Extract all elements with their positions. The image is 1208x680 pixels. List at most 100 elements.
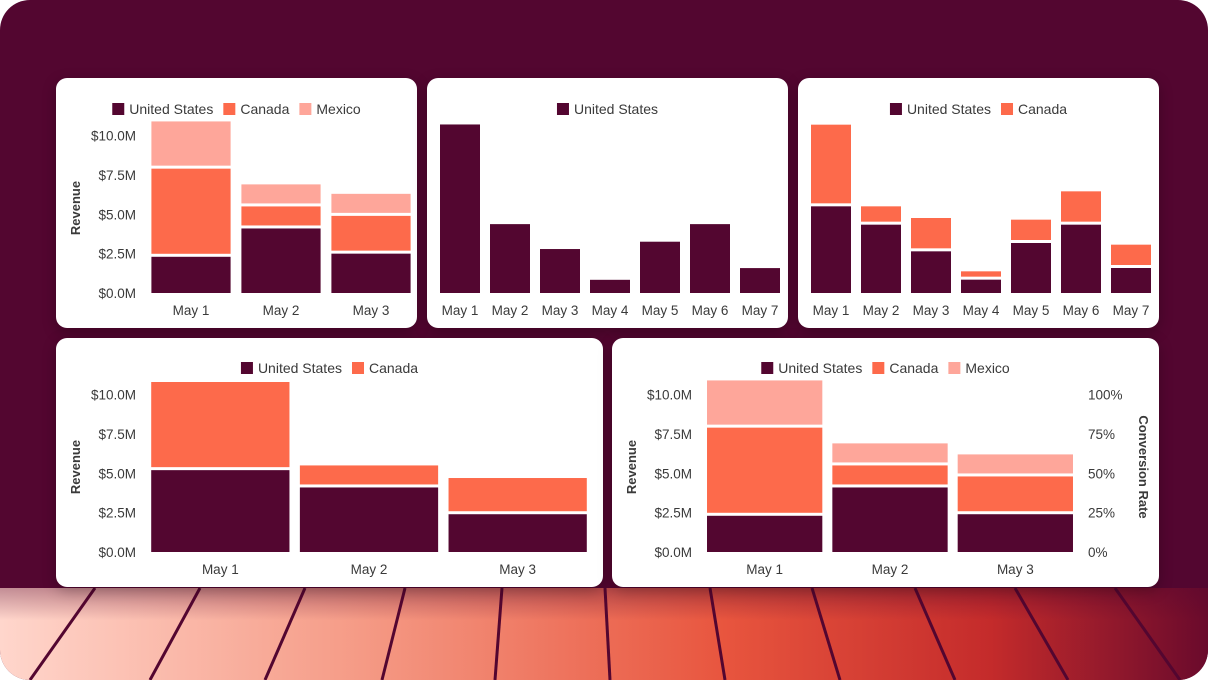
bar-united-states-may-3 [911,251,951,293]
chart-card-2: United States May 1 May 2 May 3 May 4 May 5 Ma… [427,78,788,328]
legend-label-canada: Canada [889,360,938,376]
x-tick-label: May 3 [542,303,579,318]
x-tick-label: May 3 [353,303,390,318]
bar-mexico-may-1 [707,380,823,425]
legend-label-united-states: United States [574,101,658,117]
bar-canada-may-2 [861,206,901,222]
legend-swatch-canada [352,362,365,374]
bar-united-states-may-7 [1111,268,1151,293]
legend-item-united-states: United States [556,101,658,117]
chart-2: United States May 1 May 2 May 3 May 4 May 5 Ma… [440,101,780,318]
bar-united-states-may-4 [961,279,1001,293]
bar-mexico-may-2 [832,443,948,463]
legend: United States Canada Mexico [112,101,361,117]
chart-1: United States Canada Mexico $0.0M $2.5M $5.0M… [68,101,411,318]
y-tick-label: $0.0M [654,545,692,560]
bar-united-states-may-1 [811,206,851,293]
chart-card-1: United States Canada Mexico $0.0M $2.5M $5.0M… [56,78,417,328]
legend-swatch-canada [223,103,236,115]
y-tick-label: $2.5M [98,506,136,521]
y-tick-label: $2.5M [98,247,136,262]
y2-tick-label: 25% [1088,506,1115,521]
y2-tick-label: 50% [1088,466,1115,481]
legend-label-united-states: United States [258,360,342,376]
bar-canada-may-3 [911,218,951,249]
bar-canada-may-1 [151,168,231,254]
x-tick-label: May 1 [202,562,239,577]
legend-swatch-canada [872,362,885,374]
y-tick-label: $7.5M [98,168,136,183]
y-tick-label: $0.0M [98,545,136,560]
bar-united-states-may-2 [832,487,948,552]
bar-united-states-may-2 [299,487,439,552]
x-tick-label: May 6 [1063,303,1100,318]
bar-canada-may-4 [961,271,1001,277]
legend-item-canada: Canada [352,360,418,376]
x-tick-label: May 3 [997,562,1034,577]
x-tick-label: May 1 [173,303,210,318]
bar-united-states-may-1 [151,470,290,552]
y-tick-label: $7.5M [98,427,136,442]
bar-united-states-may-1 [707,515,823,552]
bar-united-states-may-6 [690,224,730,293]
y2-tick-label: 0% [1088,545,1108,560]
legend-item-united-states: United States [889,101,991,117]
chart-5: United States Canada Mexico $0.0M $2.5M $5.0M… [624,360,1151,577]
bar-canada-may-1 [811,124,851,204]
legend-swatch-mexico [299,103,312,115]
chart-card-5: United States Canada Mexico $0.0M $2.5M $5.0M… [612,338,1159,587]
x-tick-label: May 5 [642,303,679,318]
legend: United States Canada Mexico [761,360,1010,376]
bar-united-states-may-3 [448,514,587,552]
bar-united-states-may-3 [540,249,580,293]
legend-swatch-united-states [556,103,569,115]
x-tick-label: May 2 [351,562,388,577]
y-tick-label: $7.5M [654,427,692,442]
bar-canada-may-7 [1111,244,1151,265]
bar-united-states-may-3 [957,514,1073,552]
y2-axis-title: Conversion Rate [1136,415,1151,518]
legend-item-canada: Canada [872,360,939,376]
legend-label-mexico: Mexico [965,360,1010,376]
legend: United States Canada [240,360,418,376]
bar-united-states-may-2 [490,224,530,293]
legend: United States Canada [889,101,1067,117]
legend-swatch-united-states [112,103,125,115]
bar-united-states-may-1 [151,256,231,293]
x-tick-label: May 3 [913,303,950,318]
bar-canada-may-3 [331,215,411,251]
bar-mexico-may-3 [957,454,1073,474]
y-tick-label: $0.0M [98,286,136,301]
bar-mexico-may-2 [241,184,321,204]
legend-swatch-united-states [761,362,774,374]
chart-4: United States Canada $0.0M $2.5M $5.0M $7.5M $… [68,360,587,577]
bar-canada-may-2 [241,206,321,226]
y-axis-title: Revenue [624,440,639,494]
x-tick-label: May 2 [863,303,900,318]
x-tick-label: May 7 [742,303,779,318]
y-axis-title: Revenue [68,181,83,235]
bar-mexico-may-1 [151,121,231,166]
bar-united-states-may-2 [241,228,321,293]
legend-label-mexico: Mexico [316,101,361,117]
legend-swatch-united-states [240,362,253,374]
x-tick-label: May 6 [692,303,729,318]
y-tick-label: $10.0M [91,129,136,144]
x-tick-label: May 1 [442,303,479,318]
bar-united-states-may-4 [590,279,630,293]
bar-united-states-may-5 [640,241,680,293]
y-tick-label: $5.0M [98,466,136,481]
x-tick-label: May 2 [872,562,909,577]
bar-canada-may-5 [1011,219,1051,240]
legend-label-canada: Canada [1018,101,1067,117]
bar-canada-may-1 [151,382,290,468]
y-tick-label: $10.0M [91,388,136,403]
y2-tick-label: 75% [1088,427,1115,442]
legend-item-canada: Canada [223,101,290,117]
x-tick-label: May 1 [746,562,783,577]
bar-united-states-may-6 [1061,224,1101,293]
legend-item-mexico: Mexico [948,360,1010,376]
legend-label-united-states: United States [778,360,862,376]
x-tick-label: May 2 [492,303,529,318]
legend-label-united-states: United States [907,101,991,117]
